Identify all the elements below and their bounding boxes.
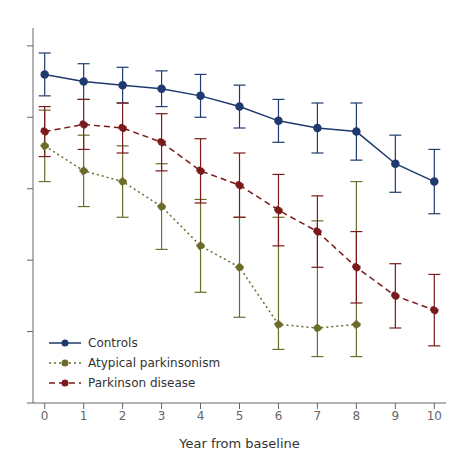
svg-text:6: 6 bbox=[275, 409, 283, 423]
html-text:Atypical parkinsonism: Atypical parkinsonism bbox=[88, 356, 221, 370]
svg-text:1: 1 bbox=[80, 409, 88, 423]
svg-text:7: 7 bbox=[314, 409, 322, 423]
html-text:Parkinson disease: Parkinson disease bbox=[88, 376, 196, 390]
svg-text:9: 9 bbox=[392, 409, 400, 423]
svg-text:2: 2 bbox=[119, 409, 127, 423]
svg-text:0: 0 bbox=[41, 409, 49, 423]
svg-text:5: 5 bbox=[236, 409, 244, 423]
svg-text:Year from baseline: Year from baseline bbox=[178, 436, 300, 451]
svg-text:4: 4 bbox=[197, 409, 205, 423]
svg-text:8: 8 bbox=[353, 409, 361, 423]
svg-text:10: 10 bbox=[427, 409, 442, 423]
html-text:Controls: Controls bbox=[88, 336, 138, 350]
svg-text:3: 3 bbox=[158, 409, 166, 423]
